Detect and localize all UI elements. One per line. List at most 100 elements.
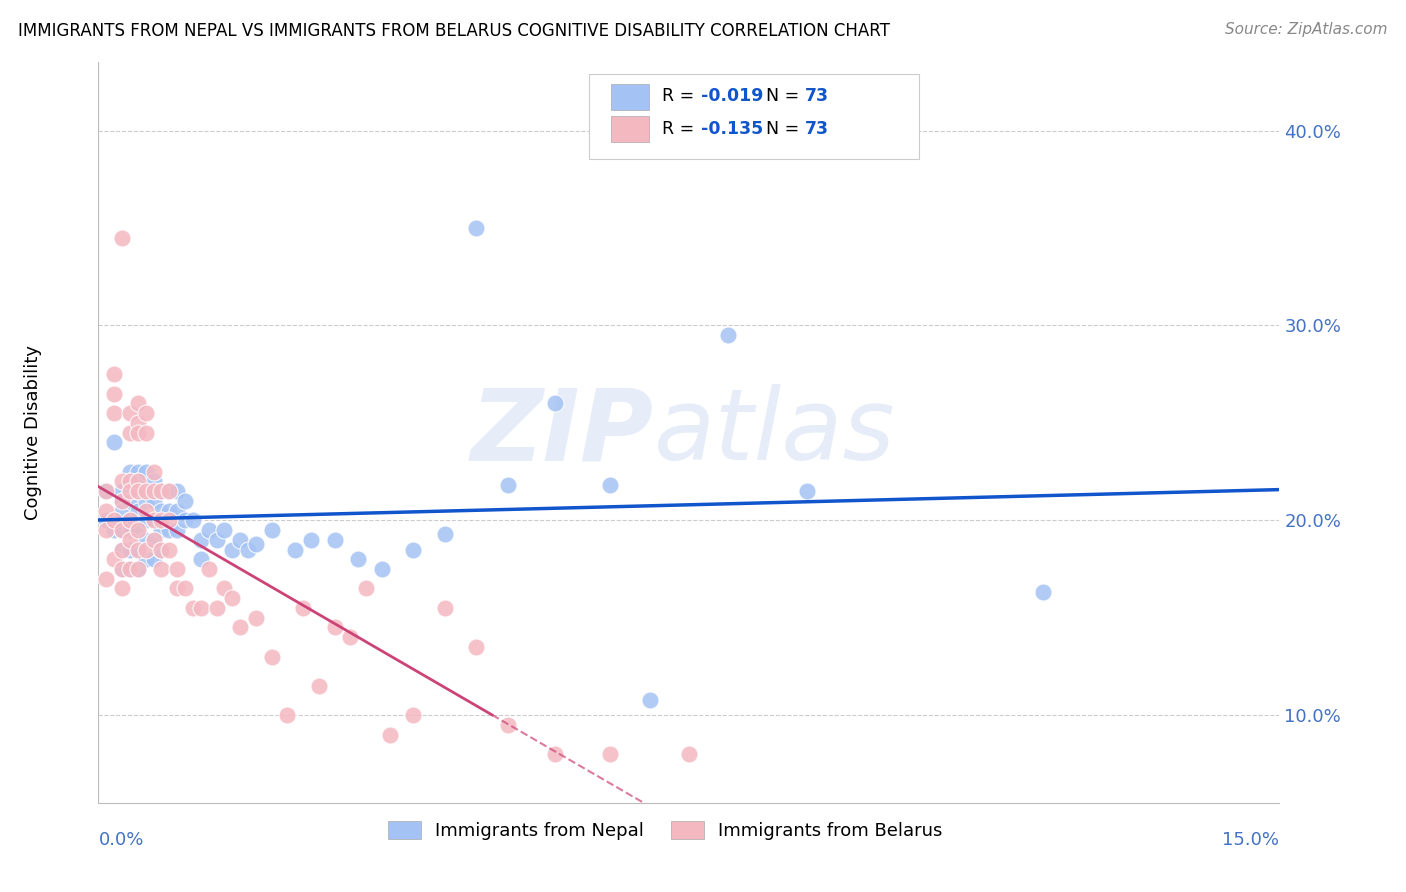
Point bbox=[496, 478, 519, 492]
Point bbox=[103, 513, 125, 527]
Point bbox=[111, 562, 134, 576]
Point bbox=[96, 513, 118, 527]
Point bbox=[150, 542, 173, 557]
Point bbox=[323, 620, 346, 634]
Point bbox=[127, 484, 149, 499]
Point bbox=[142, 533, 165, 547]
Point bbox=[111, 542, 134, 557]
Text: -0.135: -0.135 bbox=[700, 120, 763, 138]
Text: 15.0%: 15.0% bbox=[1222, 830, 1279, 848]
Point bbox=[339, 630, 361, 644]
Text: IMMIGRANTS FROM NEPAL VS IMMIGRANTS FROM BELARUS COGNITIVE DISABILITY CORRELATIO: IMMIGRANTS FROM NEPAL VS IMMIGRANTS FROM… bbox=[18, 22, 890, 40]
Point bbox=[142, 484, 165, 499]
Point bbox=[245, 536, 267, 550]
Point bbox=[111, 503, 134, 517]
FancyBboxPatch shape bbox=[612, 117, 648, 143]
Point bbox=[197, 523, 219, 537]
Point bbox=[260, 649, 283, 664]
Point bbox=[214, 582, 236, 596]
Point bbox=[166, 503, 188, 517]
Point bbox=[347, 552, 370, 566]
Point bbox=[157, 523, 180, 537]
Point bbox=[599, 747, 621, 761]
Text: 0.0%: 0.0% bbox=[98, 830, 143, 848]
Point bbox=[111, 475, 134, 489]
Point bbox=[190, 601, 212, 615]
Point bbox=[118, 513, 141, 527]
Point bbox=[299, 533, 322, 547]
Point bbox=[103, 367, 125, 381]
Point bbox=[465, 640, 488, 654]
Point bbox=[433, 527, 456, 541]
Point bbox=[544, 396, 567, 410]
Point bbox=[142, 493, 165, 508]
Text: Source: ZipAtlas.com: Source: ZipAtlas.com bbox=[1225, 22, 1388, 37]
Point bbox=[323, 533, 346, 547]
Point bbox=[127, 562, 149, 576]
FancyBboxPatch shape bbox=[589, 73, 920, 159]
Point bbox=[135, 406, 157, 420]
Point bbox=[402, 708, 425, 723]
Point bbox=[135, 484, 157, 499]
Point bbox=[166, 523, 188, 537]
Point bbox=[135, 503, 157, 517]
Point bbox=[142, 513, 165, 527]
Point bbox=[142, 475, 165, 489]
Text: -0.019: -0.019 bbox=[700, 87, 763, 104]
Point bbox=[190, 533, 212, 547]
Point bbox=[127, 396, 149, 410]
Point bbox=[174, 513, 197, 527]
Point bbox=[127, 542, 149, 557]
Point bbox=[599, 478, 621, 492]
Point bbox=[103, 552, 125, 566]
Point bbox=[166, 562, 188, 576]
Point bbox=[229, 533, 252, 547]
Point bbox=[111, 231, 134, 245]
FancyBboxPatch shape bbox=[612, 84, 648, 110]
Point bbox=[181, 513, 204, 527]
Point bbox=[96, 484, 118, 499]
Point bbox=[118, 562, 141, 576]
Point bbox=[402, 542, 425, 557]
Point bbox=[118, 425, 141, 440]
Point bbox=[118, 406, 141, 420]
Point bbox=[96, 484, 118, 499]
Point bbox=[118, 542, 141, 557]
Point bbox=[142, 465, 165, 479]
Text: ZIP: ZIP bbox=[471, 384, 654, 481]
Point bbox=[157, 484, 180, 499]
Point bbox=[284, 542, 307, 557]
Point bbox=[157, 484, 180, 499]
Point bbox=[111, 493, 134, 508]
Text: 73: 73 bbox=[804, 87, 828, 104]
Point bbox=[166, 582, 188, 596]
Point bbox=[111, 493, 134, 508]
Point bbox=[142, 552, 165, 566]
Point bbox=[118, 475, 141, 489]
Text: atlas: atlas bbox=[654, 384, 896, 481]
Point bbox=[127, 465, 149, 479]
Point bbox=[96, 572, 118, 586]
Point bbox=[127, 475, 149, 489]
Point bbox=[433, 601, 456, 615]
Point bbox=[103, 406, 125, 420]
Point bbox=[135, 513, 157, 527]
Point bbox=[103, 386, 125, 401]
Point bbox=[205, 601, 228, 615]
Point bbox=[796, 484, 818, 499]
Point bbox=[150, 542, 173, 557]
Point bbox=[292, 601, 315, 615]
Point bbox=[236, 542, 259, 557]
Point bbox=[354, 582, 377, 596]
Point bbox=[127, 484, 149, 499]
Point bbox=[118, 523, 141, 537]
Point bbox=[150, 523, 173, 537]
Text: 73: 73 bbox=[804, 120, 828, 138]
Point bbox=[135, 493, 157, 508]
Point bbox=[174, 493, 197, 508]
Point bbox=[221, 542, 243, 557]
Point bbox=[150, 513, 173, 527]
Point bbox=[221, 591, 243, 606]
Point bbox=[127, 503, 149, 517]
Point bbox=[111, 582, 134, 596]
